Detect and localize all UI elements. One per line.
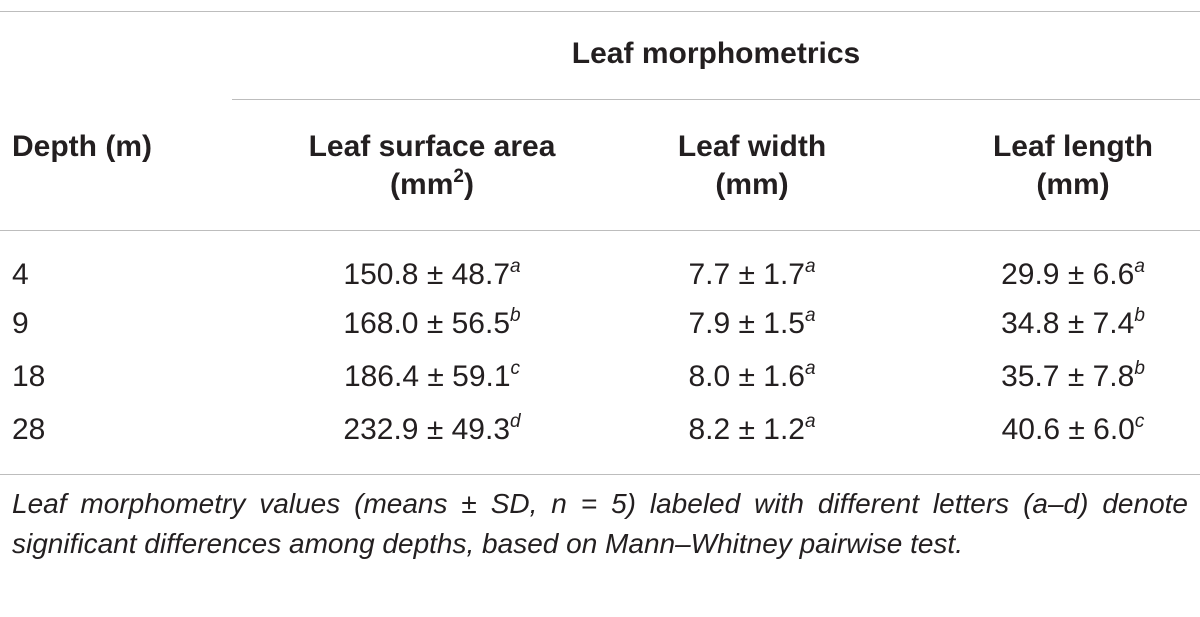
header-bottom-rule	[0, 230, 1200, 231]
leaf-surface-area-cell: 232.9 ± 49.3d	[232, 408, 632, 452]
column-header-area-line1: Leaf surface area	[308, 130, 556, 163]
column-header-area-unit-open: (mm	[390, 168, 454, 201]
length-value: 35.7 ± 7.8	[1001, 360, 1135, 393]
length-significance-letter: c	[1134, 411, 1145, 432]
width-significance-letter: a	[804, 256, 816, 277]
length-significance-letter: b	[1134, 358, 1145, 379]
leaf-width-cell: 8.0 ± 1.6a	[632, 355, 872, 399]
depth-cell: 18	[12, 360, 46, 393]
table-row: 4 150.8 ± 48.7a 7.7 ± 1.7a 29.9 ± 6.6a	[0, 253, 1200, 297]
column-header-area-line2: (mm2)	[232, 166, 632, 204]
table-bottom-rule	[0, 474, 1200, 475]
table-row: 9 168.0 ± 56.5b 7.9 ± 1.5a 34.8 ± 7.4b	[0, 302, 1200, 346]
area-value: 186.4 ± 59.1	[343, 360, 511, 393]
leaf-length-cell: 29.9 ± 6.6a	[946, 253, 1200, 297]
column-header-leaf-surface-area: Leaf surface area (mm2)	[232, 128, 632, 204]
depth-cell: 9	[12, 307, 29, 340]
group-header-rule	[232, 99, 1200, 100]
width-significance-letter: a	[804, 411, 816, 432]
column-header-depth: Depth (m)	[12, 128, 152, 166]
table-footnote: Leaf morphometry values (means ± SD, n =…	[12, 488, 1188, 559]
area-significance-letter: a	[510, 256, 521, 277]
table-row: 28 232.9 ± 49.3d 8.2 ± 1.2a 40.6 ± 6.0c	[0, 408, 1200, 452]
area-significance-letter: c	[510, 358, 521, 379]
width-significance-letter: a	[804, 358, 816, 379]
length-value: 29.9 ± 6.6	[1001, 258, 1135, 291]
depth-cell: 28	[12, 413, 46, 446]
leaf-width-cell: 8.2 ± 1.2a	[632, 408, 872, 452]
width-significance-letter: a	[804, 305, 816, 326]
column-header-leaf-length: Leaf length (mm)	[946, 128, 1200, 204]
length-significance-letter: a	[1134, 256, 1145, 277]
leaf-length-cell: 40.6 ± 6.0c	[946, 408, 1200, 452]
leaf-width-cell: 7.7 ± 1.7a	[632, 253, 872, 297]
table-row: 18 186.4 ± 59.1c 8.0 ± 1.6a 35.7 ± 7.8b	[0, 355, 1200, 399]
column-header-area-unit-exponent: 2	[453, 166, 464, 187]
column-header-width-line1: Leaf width	[677, 130, 827, 163]
column-header-width-line2: (mm)	[715, 168, 789, 201]
width-value: 8.0 ± 1.6	[688, 360, 805, 393]
column-header-depth-label: Depth (m)	[12, 130, 152, 163]
width-value: 7.7 ± 1.7	[688, 258, 805, 291]
width-value: 8.2 ± 1.2	[688, 413, 805, 446]
depth-cell: 4	[12, 258, 29, 291]
length-value: 34.8 ± 7.4	[1001, 307, 1135, 340]
leaf-surface-area-cell: 150.8 ± 48.7a	[232, 253, 632, 297]
leaf-length-cell: 34.8 ± 7.4b	[946, 302, 1200, 346]
length-significance-letter: b	[1134, 305, 1145, 326]
length-value: 40.6 ± 6.0	[1001, 413, 1135, 446]
area-significance-letter: b	[510, 305, 521, 326]
column-header-area-unit-close: )	[463, 168, 474, 201]
leaf-surface-area-cell: 186.4 ± 59.1c	[232, 355, 632, 399]
column-header-leaf-width: Leaf width (mm)	[632, 128, 872, 204]
column-header-length-line2: (mm)	[1036, 168, 1110, 201]
leaf-length-cell: 35.7 ± 7.8b	[946, 355, 1200, 399]
width-value: 7.9 ± 1.5	[688, 307, 805, 340]
area-significance-letter: d	[510, 411, 521, 432]
group-header: Leaf morphometrics	[571, 37, 861, 70]
area-value: 150.8 ± 48.7	[343, 258, 511, 291]
area-value: 232.9 ± 49.3	[343, 413, 511, 446]
column-header-length-line1: Leaf length	[992, 130, 1153, 163]
area-value: 168.0 ± 56.5	[343, 307, 511, 340]
leaf-surface-area-cell: 168.0 ± 56.5b	[232, 302, 632, 346]
table-top-rule	[0, 11, 1200, 12]
leaf-width-cell: 7.9 ± 1.5a	[632, 302, 872, 346]
